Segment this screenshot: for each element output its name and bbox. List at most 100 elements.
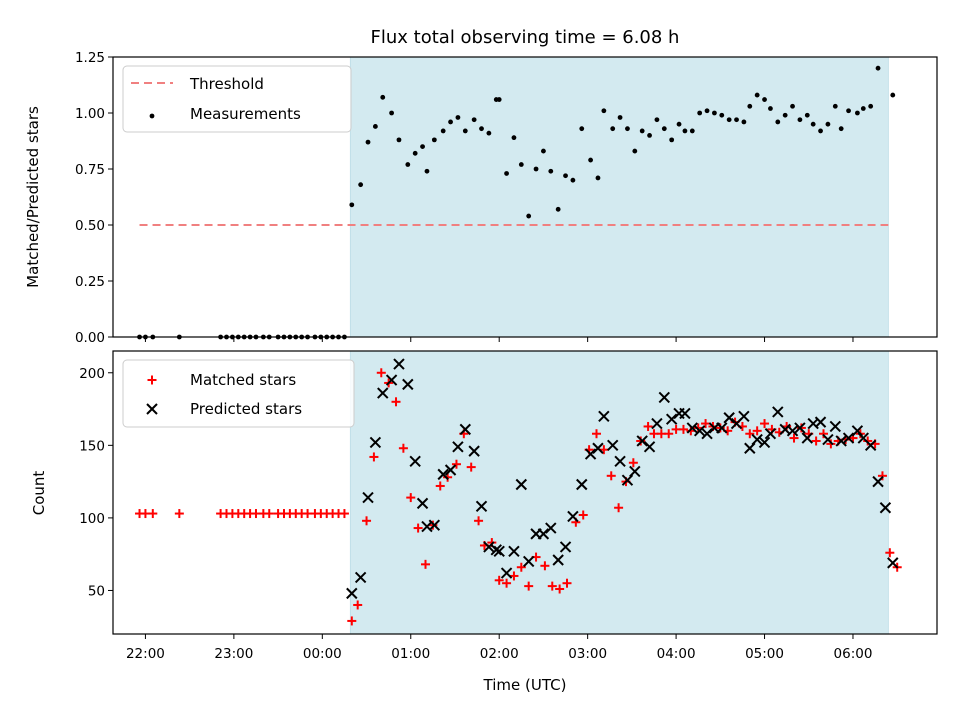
measurement-point: [440, 128, 446, 134]
predicted-point-b: [354, 571, 367, 584]
predicted-point-b: [598, 410, 610, 423]
measurement-point: [455, 115, 461, 120]
predicted-point: [444, 464, 457, 476]
top-legend-box: [122, 65, 352, 133]
predicted-point-b: [452, 441, 464, 453]
bottom-legend: Matched stars Predicted stars: [122, 359, 355, 428]
predicted-point-b: [515, 478, 528, 491]
predicted-point-b: [508, 545, 520, 557]
predicted-point: [576, 478, 588, 491]
predicted-point: [643, 441, 656, 453]
measurement-point: [588, 157, 593, 163]
measurement-point: [747, 103, 753, 109]
predicted-point-b: [346, 587, 358, 600]
matched-point: [474, 516, 484, 526]
predicted-point: [552, 554, 564, 566]
predicted-point-b: [500, 567, 513, 579]
matched-point: [369, 452, 379, 462]
predicted-point: [693, 425, 706, 437]
matched-point: [339, 509, 349, 519]
predicted-point: [822, 433, 834, 446]
predicted-point: [814, 416, 827, 428]
predicted-point: [567, 510, 579, 523]
predicted-point-b: [416, 497, 429, 510]
x-tick-label: 00:00: [303, 646, 342, 662]
measurement-point: [647, 133, 652, 138]
measurement-point: [697, 110, 703, 116]
predicted-point-b: [851, 425, 864, 437]
matched-point: [636, 436, 646, 446]
x-tick-label: 23:00: [214, 646, 253, 662]
top-y-axis-label: Matched/Predicted stars: [24, 106, 42, 288]
matched-point: [789, 433, 799, 443]
x-tick-label: 03:00: [568, 646, 607, 662]
matched-point: [421, 559, 431, 569]
predicted-point: [758, 436, 771, 449]
measurement-point: [818, 128, 823, 134]
top-panel: 0.00 0.25 0.50 0.75 1.00 1.25 Matched/Predict…: [24, 50, 938, 346]
matched-point: [435, 481, 445, 491]
predicted-point-b: [879, 502, 892, 514]
predicted-point: [508, 545, 520, 557]
legend-predicted-label: Predicted stars: [190, 400, 302, 418]
measurement-point: [617, 115, 623, 120]
predicted-point-b: [629, 465, 641, 478]
measurement-point: [632, 148, 638, 154]
predicted-point-b: [772, 406, 784, 418]
legend-matched-marker: [147, 375, 157, 385]
predicted-point: [835, 435, 847, 447]
predicted-point-b: [723, 412, 735, 424]
matched-point: [413, 523, 423, 533]
measurement-point: [389, 110, 394, 116]
predicted-point-b: [857, 432, 870, 444]
predicted-point: [545, 522, 557, 534]
measurement-point: [420, 144, 425, 150]
measurement-point: [825, 121, 831, 127]
bottom-y-tick-label: 100: [79, 511, 105, 527]
legend-measurements-swatch: [149, 113, 155, 119]
matched-point: [664, 429, 674, 439]
predicted-point-b: [829, 420, 841, 433]
predicted-point: [515, 478, 528, 491]
measurement-point: [541, 148, 546, 154]
predicted-point-b: [385, 374, 398, 386]
predicted-point-b: [651, 417, 663, 430]
predicted-point-b: [468, 445, 480, 457]
measurement-point: [855, 110, 860, 116]
predicted-point: [362, 491, 374, 504]
predicted-point: [679, 407, 691, 420]
matched-point: [591, 429, 601, 439]
measurement-point: [396, 137, 402, 143]
bottom-legend-box: [122, 359, 355, 428]
predicted-point: [764, 428, 777, 440]
top-y-tick-label: 1.25: [75, 50, 105, 66]
predicted-point: [452, 441, 464, 453]
predicted-point-b: [636, 435, 648, 447]
predicted-point-b: [764, 428, 777, 440]
measurement-point: [548, 168, 554, 174]
predicted-point: [864, 439, 877, 452]
matched-point: [502, 578, 512, 588]
measurement-point: [595, 175, 601, 181]
predicted-point: [636, 435, 648, 447]
predicted-point-b: [842, 432, 855, 444]
predicted-point: [794, 422, 806, 434]
matched-point: [516, 562, 526, 572]
matched-point: [885, 548, 895, 558]
predicted-point-b: [459, 423, 472, 436]
predicted-point: [490, 544, 502, 556]
measurement-point: [704, 108, 710, 114]
matched-point: [818, 429, 828, 439]
predicted-point: [801, 432, 813, 444]
top-x-ticks: [144, 337, 854, 342]
predicted-point: [584, 448, 597, 460]
x-axis: 22:00 23:00 00:00 01:00 02:00 03:00 04:00 05:00…: [126, 634, 872, 662]
predicted-point-b: [751, 433, 763, 446]
legend-predicted-marker-b: [146, 403, 158, 415]
x-tick-label: 01:00: [391, 646, 430, 662]
predicted-point-b: [428, 519, 441, 531]
matched-point: [745, 429, 755, 439]
predicted-point-b: [872, 475, 884, 488]
predicted-point-b: [444, 464, 457, 476]
